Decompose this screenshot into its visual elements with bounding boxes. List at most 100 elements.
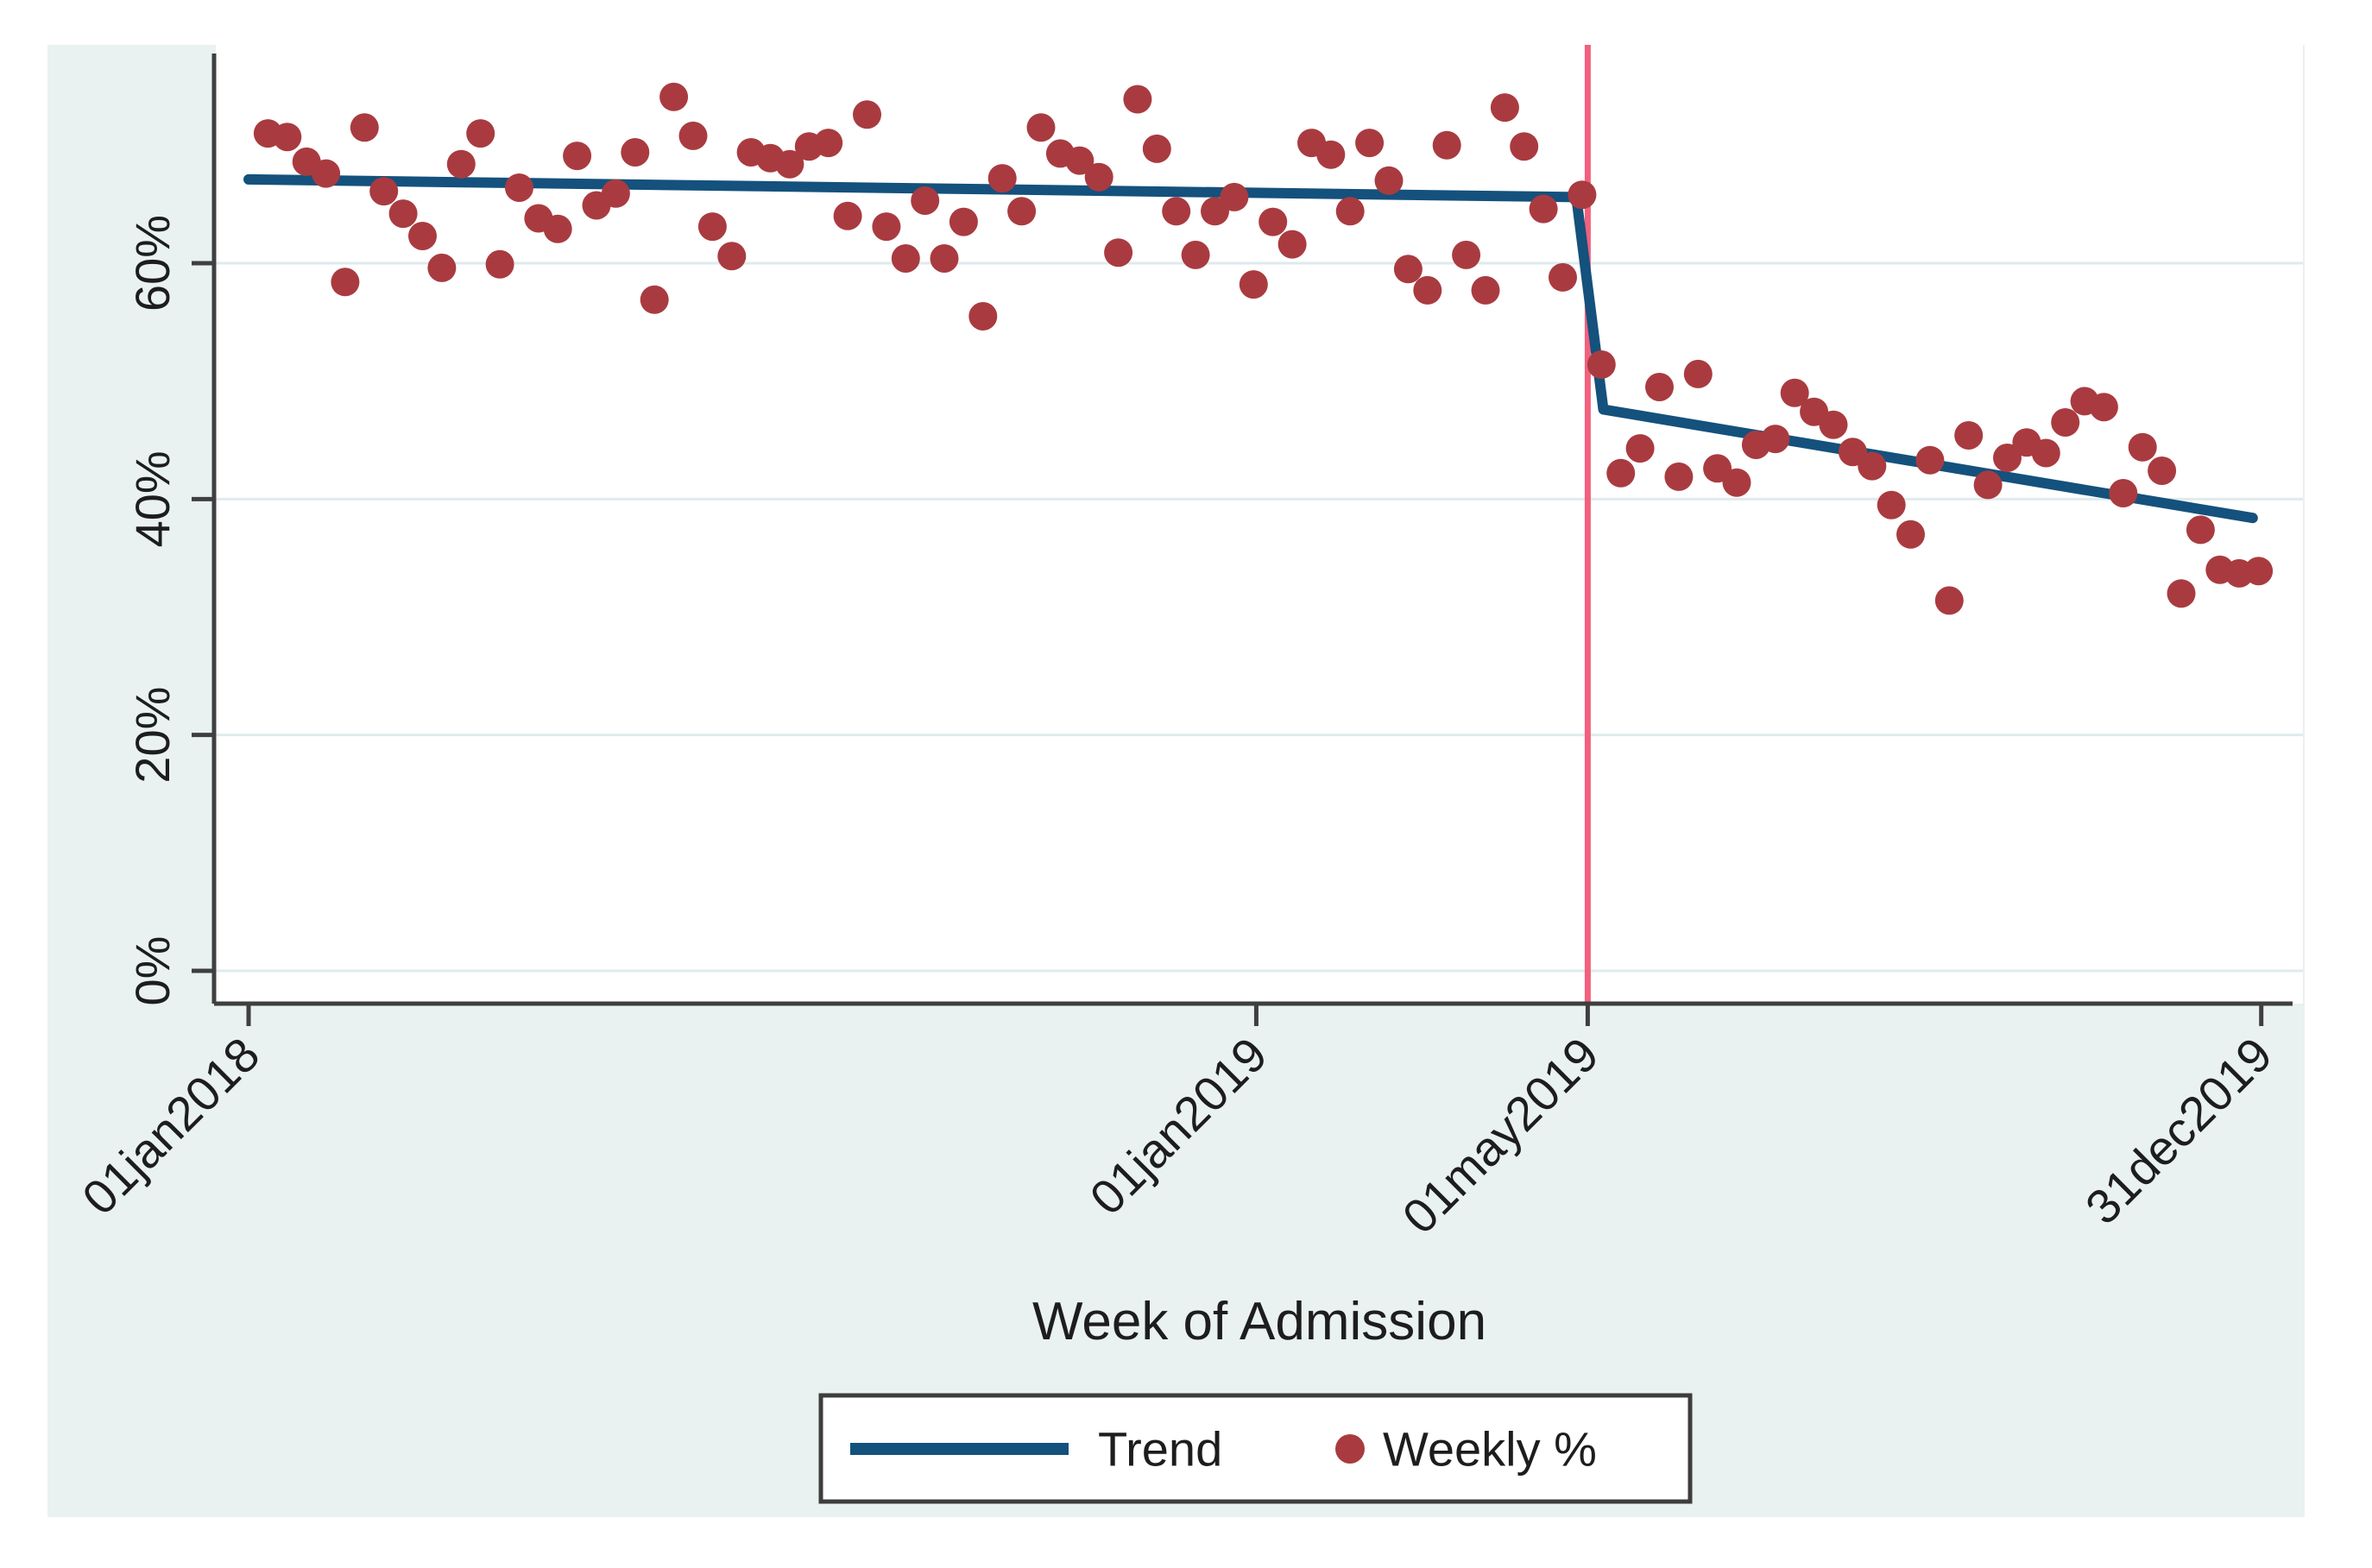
plot-area	[216, 45, 2303, 1004]
scatter-dot	[563, 142, 592, 171]
scatter-dot	[1220, 182, 1249, 211]
scatter-dot	[1452, 240, 1481, 269]
gridlines	[216, 261, 2303, 973]
scatter-dot	[678, 121, 708, 150]
scatter-dot	[891, 244, 920, 273]
scatter-dot	[1355, 129, 1385, 158]
scatter-dot	[1490, 93, 1519, 123]
scatter-dot	[1084, 162, 1113, 192]
scatter-dot	[1568, 180, 1597, 210]
scatter-dot	[331, 268, 360, 297]
scatter-dot	[640, 285, 669, 314]
scatter-dot	[485, 249, 514, 279]
scatter-dot	[350, 113, 379, 142]
scatter-dot	[717, 242, 747, 271]
scatter-dot	[987, 164, 1017, 193]
scatter-dot	[1162, 197, 1191, 226]
scatter-dot	[1993, 444, 2022, 472]
scatter-dot	[1761, 425, 1790, 454]
scatter-dot	[505, 173, 533, 202]
scatter-dot	[2167, 579, 2196, 608]
scatter-dot	[697, 212, 727, 242]
scatter-dot	[1142, 134, 1171, 163]
scatter-dot	[1934, 586, 1964, 615]
scatter-dot	[369, 177, 399, 206]
scatter-dot	[911, 186, 940, 215]
weekly-scatter-points	[253, 82, 2274, 615]
scatter-dot	[1413, 275, 1442, 305]
scatter-dot	[1259, 207, 1288, 236]
scatter-dot	[930, 244, 959, 273]
scatter-dot	[1780, 378, 1809, 407]
scatter-dot	[1877, 490, 1906, 520]
scatter-dot	[1393, 255, 1423, 284]
scatter-dot	[2148, 457, 2177, 485]
scatter-dot	[1973, 470, 2003, 500]
scatter-dot	[1065, 146, 1095, 175]
scatter-dot	[2089, 393, 2118, 422]
scatter-dot	[1123, 85, 1152, 114]
scatter-dot	[1335, 197, 1365, 226]
y-tick-label: 20%	[125, 687, 180, 784]
scatter-dot	[1915, 445, 1945, 475]
scatter-dot	[1664, 462, 1694, 491]
legend-label-trend: Trend	[1098, 1422, 1222, 1477]
scatter-dot	[949, 207, 978, 236]
legend-weekly-sample-dot	[1335, 1434, 1365, 1464]
scatter-dot	[621, 138, 650, 167]
scatter-dot	[427, 253, 457, 282]
scatter-dot	[968, 302, 998, 331]
scatter-dot	[1432, 130, 1461, 160]
scatter-dot	[2109, 479, 2138, 507]
scatter-dot	[2244, 557, 2274, 586]
scatter-dot	[853, 100, 881, 129]
scatter-dot	[1510, 132, 1539, 161]
legend: Trend Weekly %	[818, 1393, 1693, 1504]
y-tick-label: 0%	[125, 936, 180, 1006]
scatter-dot	[814, 129, 843, 158]
scatter-dot	[1277, 230, 1307, 259]
scatter-dot	[1858, 451, 1887, 481]
scatter-dot	[466, 119, 495, 148]
scatter-dot	[1954, 421, 1984, 450]
scatter-dot	[1587, 350, 1616, 379]
scatter-dot	[1104, 238, 1133, 268]
legend-label-weekly: Weekly %	[1383, 1422, 1597, 1477]
legend-box	[818, 1393, 1693, 1504]
scatter-dot	[2031, 438, 2060, 468]
scatter-dot	[1896, 520, 1925, 549]
axes	[192, 54, 2293, 1026]
scatter-dot	[1316, 140, 1346, 169]
scatter-dot	[312, 159, 341, 188]
scatter-dot	[2128, 432, 2157, 462]
scatter-dot	[775, 149, 804, 179]
scatter-dot	[833, 201, 862, 230]
y-tick-label: 40%	[125, 450, 180, 547]
x-axis-title: Week of Admission	[1032, 1292, 1486, 1351]
scatter-dot	[1549, 262, 1577, 292]
scatter-dot	[601, 179, 630, 208]
scatter-dot	[1181, 240, 1210, 269]
scatter-dot	[1026, 113, 1056, 142]
scatter-dot	[273, 123, 302, 152]
scatter-dot	[872, 212, 901, 242]
scatter-dot	[659, 82, 689, 111]
scatter-dot	[1239, 270, 1268, 299]
scatter-dot	[1374, 166, 1404, 195]
scatter-dot	[1819, 410, 1848, 439]
scatter-dot	[1471, 275, 1500, 305]
scatter-dot	[1645, 373, 1674, 401]
scatter-dot	[1625, 434, 1655, 463]
scatter-dot	[446, 149, 476, 179]
scatter-dot	[388, 199, 418, 229]
scatter-dot	[2051, 408, 2080, 437]
scatter-dot	[543, 214, 572, 243]
scatter-dot	[1722, 468, 1751, 497]
y-tick-labels: 0% 20% 40% 60%	[125, 215, 180, 1006]
scatter-dot	[1606, 458, 1636, 488]
scatter-dot	[1683, 359, 1713, 388]
scatter-dot	[1007, 197, 1037, 226]
scatter-dot	[408, 222, 437, 250]
